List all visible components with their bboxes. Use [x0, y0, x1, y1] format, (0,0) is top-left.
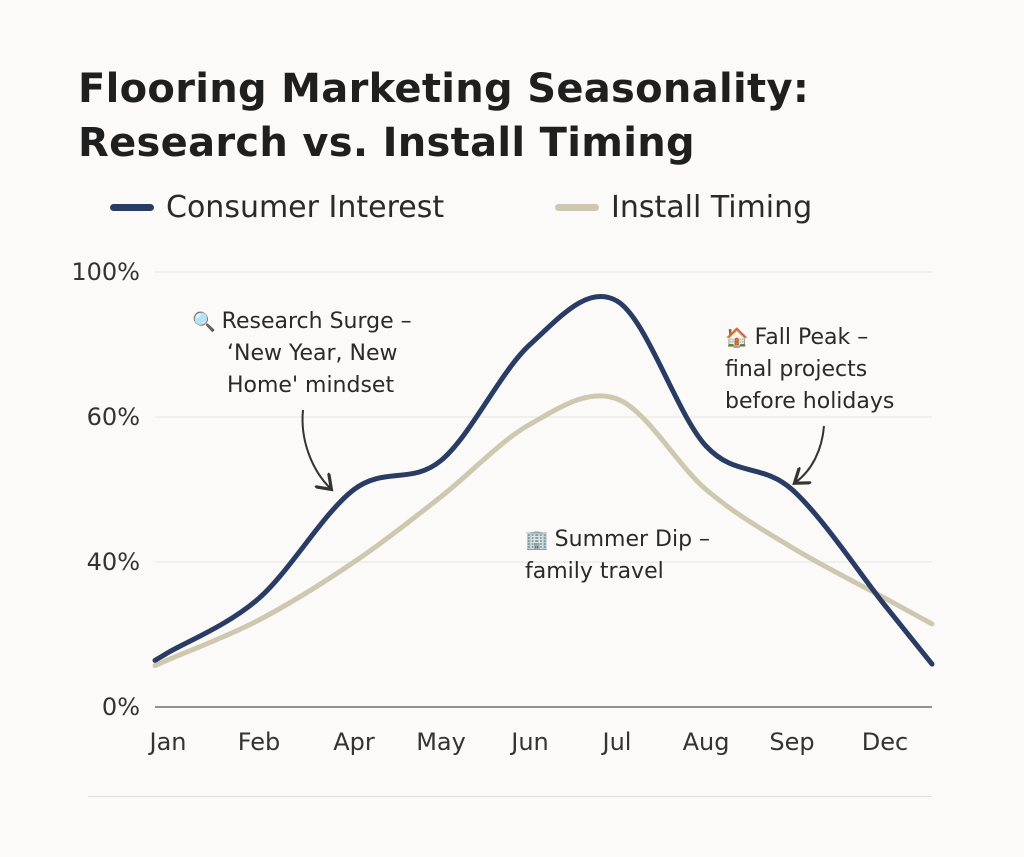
- x-tick-label: Feb: [238, 728, 281, 756]
- legend-item-install-timing: Install Timing: [555, 190, 812, 225]
- x-tick-label: Dec: [862, 728, 908, 756]
- annotation-research-surge: 🔍 Research Surge – ‘New Year, New Home' m…: [192, 309, 412, 398]
- annotation-arrow-fall: [796, 425, 825, 482]
- chart-title: Flooring Marketing Seasonality: Research…: [78, 62, 809, 170]
- y-tick-label: 60%: [87, 403, 140, 431]
- legend-label: Consumer Interest: [166, 190, 445, 225]
- x-tick-label: Jan: [148, 728, 187, 756]
- legend-label: Install Timing: [611, 190, 813, 225]
- legend-item-consumer-interest: Consumer Interest: [110, 190, 444, 225]
- x-tick-label: Aug: [683, 728, 730, 756]
- y-tick-label: 100%: [71, 258, 140, 286]
- legend-swatch: [110, 204, 154, 211]
- footer-divider: [88, 796, 932, 797]
- legend-swatch: [555, 204, 599, 211]
- title-line-2: Research vs. Install Timing: [78, 120, 695, 166]
- annotation-summer-dip: 🏢 Summer Dip – family travel: [525, 527, 711, 584]
- x-tick-label: Apr: [333, 728, 375, 756]
- y-tick-label: 0%: [102, 693, 140, 721]
- y-tick-label: 40%: [87, 548, 140, 576]
- magnifier-icon: 🔍: [192, 311, 216, 333]
- series-line-consumer-interest: [152, 293, 935, 667]
- annotation-fall-peak: 🏠 Fall Peak – final projects before holid…: [725, 325, 895, 414]
- house-icon: 🏠: [725, 327, 749, 349]
- x-tick-label: Jul: [601, 728, 632, 756]
- series-line-install-timing: [152, 393, 935, 669]
- buildings-icon: 🏢: [525, 529, 549, 551]
- x-tick-label: Sep: [769, 728, 814, 756]
- title-line-1: Flooring Marketing Seasonality:: [78, 66, 810, 112]
- annotation-arrow-research: [301, 409, 330, 488]
- x-tick-label: May: [416, 728, 466, 756]
- x-tick-label: Jun: [509, 728, 549, 756]
